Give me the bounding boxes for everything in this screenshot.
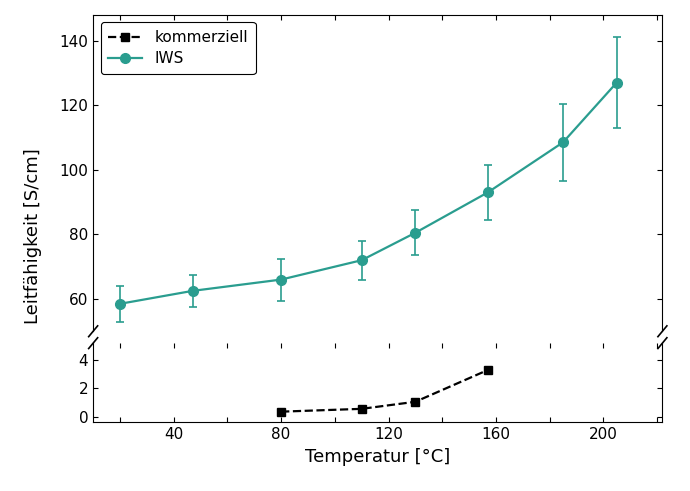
Legend: kommerziell, IWS: kommerziell, IWS: [101, 23, 255, 74]
X-axis label: Temperatur [°C]: Temperatur [°C]: [305, 448, 451, 465]
Text: Leitfähigkeit [S/cm]: Leitfähigkeit [S/cm]: [24, 148, 42, 324]
